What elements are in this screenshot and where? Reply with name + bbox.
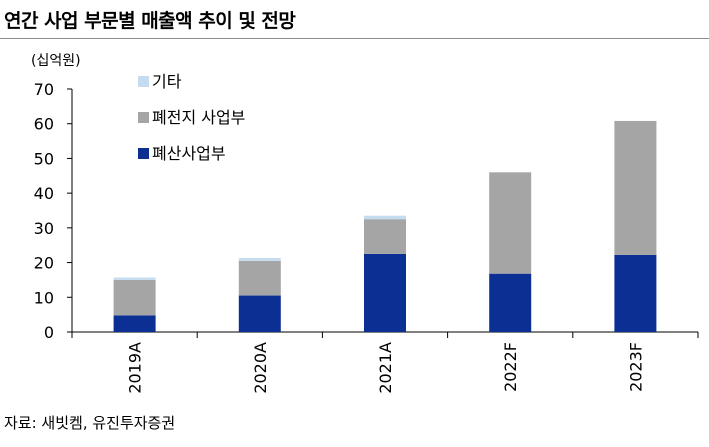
legend-swatch (138, 76, 149, 87)
x-tick-label: 2022F (501, 342, 520, 392)
bar-2020A-series-0 (238, 295, 281, 332)
bar-2019A-series-0 (113, 315, 156, 332)
y-tick-label: 20 (34, 254, 54, 273)
bar-2022F-series-1 (489, 172, 532, 274)
x-tick-label: 2023F (626, 342, 645, 392)
bar-2022F-series-0 (489, 273, 532, 332)
bar-2020A-series-1 (238, 260, 281, 296)
x-tick-label: 2019A (126, 342, 145, 394)
bar-2021A-series-0 (364, 253, 406, 332)
x-tick-label: 2020A (251, 342, 270, 394)
bar-2020A-series-2 (238, 258, 281, 261)
bar-2023F-series-0 (614, 254, 657, 332)
legend-label: 폐전지 사업부 (152, 108, 245, 127)
bar-2019A-series-2 (113, 277, 156, 280)
legend-label: 기타 (152, 72, 182, 91)
bar-2021A-series-2 (364, 215, 406, 220)
bar-2023F-series-1 (614, 120, 657, 255)
chart-title: 연간 사업 부문별 매출액 추이 및 전망 (4, 10, 296, 32)
bar-2019A-series-1 (113, 279, 156, 316)
unit-label: (십억원) (31, 53, 81, 69)
chart-axes: 0 10 20 30 40 50 60 70 2019A 2020A 2021A 2022F 2023F (34, 80, 699, 394)
chart-bars (113, 120, 657, 332)
y-tick-label: 70 (34, 80, 54, 99)
y-tick-label: 0 (44, 323, 54, 342)
legend-swatch (138, 112, 149, 123)
bar-2021A-series-1 (364, 219, 406, 254)
x-tick-label: 2021A (376, 342, 395, 394)
y-tick-label: 30 (34, 219, 54, 238)
source-note: 자료: 새빗켐, 유진투자증권 (4, 414, 176, 432)
y-tick-label: 50 (34, 149, 54, 168)
y-tick-label: 10 (34, 288, 54, 307)
y-tick-label: 60 (34, 115, 54, 134)
legend-label: 폐산사업부 (152, 144, 226, 163)
legend-swatch (138, 148, 149, 159)
title-divider (0, 38, 709, 39)
y-tick-label: 40 (34, 184, 54, 203)
stacked-bar-chart: (십억원) 0 10 20 30 40 50 60 70 2019A 2020A 2021A 2022… (31, 53, 699, 394)
